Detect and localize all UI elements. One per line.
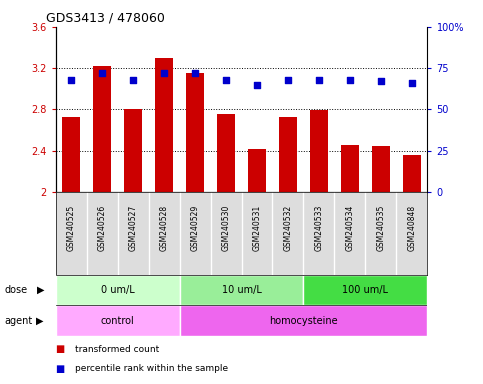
- Text: GSM240527: GSM240527: [128, 204, 138, 251]
- Text: GSM240525: GSM240525: [67, 204, 75, 251]
- Point: [160, 70, 168, 76]
- Text: GSM240532: GSM240532: [284, 204, 293, 251]
- Bar: [124, 109, 142, 192]
- Point: [377, 78, 385, 84]
- Bar: [279, 117, 297, 192]
- Text: GDS3413 / 478060: GDS3413 / 478060: [46, 12, 165, 25]
- Text: percentile rank within the sample: percentile rank within the sample: [75, 364, 228, 373]
- Point: [284, 77, 292, 83]
- Bar: [403, 155, 421, 192]
- Text: GSM240529: GSM240529: [190, 204, 199, 251]
- Text: agent: agent: [5, 316, 33, 326]
- Bar: [310, 111, 328, 192]
- Text: GSM240526: GSM240526: [98, 204, 107, 251]
- Point: [315, 77, 323, 83]
- Text: homocysteine: homocysteine: [269, 316, 338, 326]
- Text: GSM240528: GSM240528: [159, 204, 169, 250]
- Bar: [56, 275, 180, 305]
- Bar: [56, 305, 180, 336]
- Text: transformed count: transformed count: [75, 345, 159, 354]
- Point: [191, 70, 199, 76]
- Point: [408, 80, 416, 86]
- Point: [98, 70, 106, 76]
- Text: ▶: ▶: [36, 316, 44, 326]
- Bar: [93, 66, 112, 192]
- Text: GSM240534: GSM240534: [345, 204, 355, 251]
- Text: GSM240531: GSM240531: [253, 204, 261, 251]
- Text: GSM240530: GSM240530: [222, 204, 230, 251]
- Point: [67, 77, 75, 83]
- Point: [253, 82, 261, 88]
- Text: GSM240533: GSM240533: [314, 204, 324, 251]
- Text: ■: ■: [56, 344, 65, 354]
- Point: [129, 77, 137, 83]
- Bar: [341, 144, 359, 192]
- Bar: [180, 305, 427, 336]
- Text: control: control: [100, 316, 134, 326]
- Text: GSM240848: GSM240848: [408, 204, 416, 250]
- Text: GSM240535: GSM240535: [376, 204, 385, 251]
- Bar: [248, 149, 266, 192]
- Bar: [62, 117, 80, 192]
- Point: [222, 77, 230, 83]
- Text: 10 um/L: 10 um/L: [222, 285, 261, 295]
- Bar: [180, 275, 303, 305]
- Text: 0 um/L: 0 um/L: [100, 285, 134, 295]
- Point: [346, 77, 354, 83]
- Text: ■: ■: [56, 364, 65, 374]
- Bar: [155, 58, 173, 192]
- Text: 100 um/L: 100 um/L: [342, 285, 388, 295]
- Bar: [372, 146, 390, 192]
- Bar: [186, 73, 204, 192]
- Text: ▶: ▶: [37, 285, 45, 295]
- Bar: [303, 275, 427, 305]
- Text: dose: dose: [5, 285, 28, 295]
- Bar: [217, 114, 235, 192]
